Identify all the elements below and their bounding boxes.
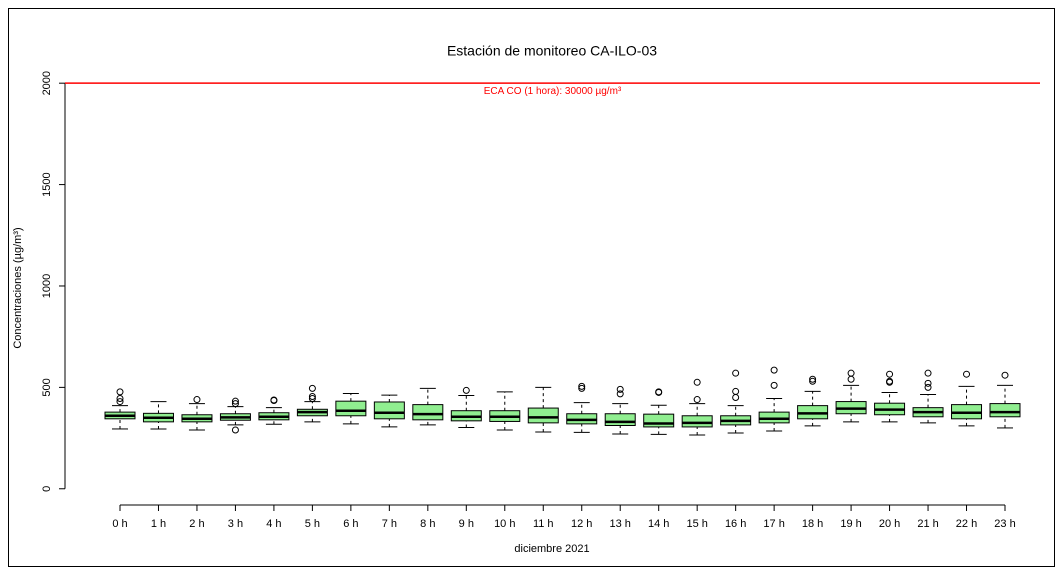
outlier — [732, 387, 740, 395]
x-tick-label: 9 h — [459, 518, 474, 530]
outlier — [655, 388, 663, 396]
x-tick-label: 20 h — [879, 518, 900, 530]
outlier — [616, 385, 624, 393]
x-tick-label: 14 h — [648, 518, 669, 530]
outlier — [732, 369, 740, 377]
outlier — [886, 377, 894, 385]
x-tick-label: 23 h — [994, 518, 1015, 530]
box — [643, 413, 675, 428]
outlier — [308, 393, 316, 401]
outlier — [809, 375, 817, 383]
y-tick-label: 1000 — [41, 274, 53, 298]
outlier — [770, 381, 778, 389]
x-tick-label: 12 h — [571, 518, 592, 530]
outlier — [231, 400, 239, 408]
y-tick-label: 500 — [41, 378, 53, 396]
outlier — [770, 366, 778, 374]
y-tick-label: 0 — [41, 486, 53, 492]
outlier — [693, 396, 701, 404]
outlier — [578, 382, 586, 390]
outlier — [924, 383, 932, 391]
outlier — [616, 390, 624, 398]
outlier — [847, 375, 855, 383]
outlier — [693, 378, 701, 386]
outlier — [924, 379, 932, 387]
outlier — [193, 396, 201, 404]
outlier — [462, 386, 470, 394]
box — [758, 411, 790, 424]
outlier — [116, 395, 124, 403]
x-tick-label: 0 h — [112, 518, 127, 530]
x-tick-label: 3 h — [228, 518, 243, 530]
box — [989, 403, 1021, 418]
x-tick-label: 19 h — [840, 518, 861, 530]
x-tick-label: 5 h — [305, 518, 320, 530]
outlier — [116, 388, 124, 396]
y-axis-label: Concentraciones (µg/m³) — [12, 227, 24, 348]
frame — [8, 8, 1055, 567]
outlier — [809, 377, 817, 385]
outlier — [886, 370, 894, 378]
outlier — [924, 369, 932, 377]
x-tick-label: 7 h — [382, 518, 397, 530]
box — [373, 401, 405, 420]
x-tick-label: 8 h — [420, 518, 435, 530]
y-tick-label: 1500 — [41, 172, 53, 196]
box — [681, 415, 713, 428]
x-tick-label: 1 h — [151, 518, 166, 530]
outlier — [231, 426, 239, 434]
x-tick-label: 15 h — [686, 518, 707, 530]
outlier — [847, 369, 855, 377]
outlier — [963, 370, 971, 378]
x-tick-label: 18 h — [802, 518, 823, 530]
outlier — [116, 398, 124, 406]
x-tick-label: 6 h — [343, 518, 358, 530]
x-tick-label: 10 h — [494, 518, 515, 530]
outlier — [578, 384, 586, 392]
x-tick-label: 11 h — [533, 518, 554, 530]
y-tick-label: 2000 — [41, 71, 53, 95]
chart-title: Estación de monitoreo CA-ILO-03 — [447, 43, 657, 59]
box — [604, 413, 636, 427]
x-tick-label: 17 h — [763, 518, 784, 530]
box — [412, 404, 444, 421]
outlier — [231, 397, 239, 405]
x-tick-label: 16 h — [725, 518, 746, 530]
x-tick-label: 22 h — [956, 518, 977, 530]
reference-label: ECA CO (1 hora): 30000 µg/m³ — [484, 86, 622, 97]
x-tick-label: 2 h — [189, 518, 204, 530]
x-tick-label: 21 h — [917, 518, 938, 530]
outlier — [308, 384, 316, 392]
x-axis-label: diciembre 2021 — [514, 543, 589, 555]
outlier — [1001, 371, 1009, 379]
x-tick-label: 13 h — [610, 518, 631, 530]
x-tick-label: 4 h — [266, 518, 281, 530]
box — [335, 400, 367, 417]
outlier — [270, 396, 278, 404]
outlier — [308, 395, 316, 403]
box — [527, 407, 559, 424]
outlier — [732, 394, 740, 402]
